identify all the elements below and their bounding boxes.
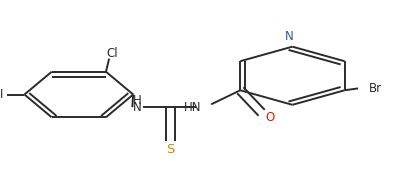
Text: N: N xyxy=(285,30,294,43)
Text: H: H xyxy=(133,94,141,107)
Text: S: S xyxy=(166,143,175,156)
Text: Cl: Cl xyxy=(106,47,118,60)
Text: O: O xyxy=(266,111,275,124)
Text: N: N xyxy=(133,101,141,114)
Text: I: I xyxy=(0,88,3,101)
Text: Br: Br xyxy=(369,82,382,95)
Text: HN: HN xyxy=(184,101,202,114)
